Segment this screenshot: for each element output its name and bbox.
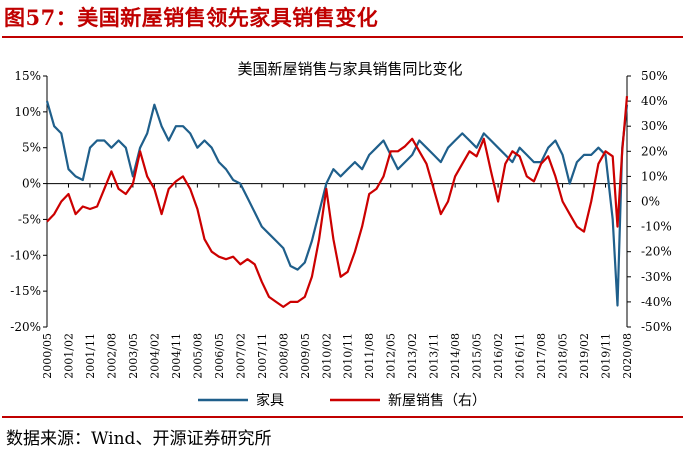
x-tick-label: 2004/02 xyxy=(148,333,161,379)
x-tick-label: 2009/05 xyxy=(299,333,312,379)
x-tick-label: 2014/08 xyxy=(449,333,462,379)
x-tick-label: 2001/02 xyxy=(62,333,75,379)
legend-label-new-home: 新屋销售（右） xyxy=(388,393,486,409)
legend-label-furniture: 家具 xyxy=(256,392,284,409)
left-tick-label: 15% xyxy=(14,69,41,83)
right-tick-label: 20% xyxy=(641,144,668,158)
x-tick-label: 2003/05 xyxy=(127,333,140,379)
right-tick-label: 0% xyxy=(641,195,660,209)
axes xyxy=(46,76,628,327)
x-tick-label: 2017/08 xyxy=(535,333,548,379)
right-tick-label: -50% xyxy=(641,320,672,334)
x-tick-label: 2019/11 xyxy=(600,333,613,379)
x-tick-label: 2004/11 xyxy=(170,333,183,379)
left-tick-label: -5% xyxy=(18,212,41,226)
x-tick-label: 2013/02 xyxy=(406,333,419,379)
x-tick-label: 2010/02 xyxy=(320,333,333,379)
x-tick-label: 2011/08 xyxy=(363,333,376,379)
series-line-new-home xyxy=(46,96,629,308)
x-tick-label: 2010/11 xyxy=(342,333,355,379)
right-tick-label: 40% xyxy=(641,94,668,108)
right-tick-label: -40% xyxy=(641,295,672,309)
x-tick-label: 2001/11 xyxy=(84,333,97,379)
source-divider xyxy=(2,416,683,418)
right-tick-label: -30% xyxy=(641,270,672,284)
x-tick-label: 2016/11 xyxy=(514,333,527,379)
title-divider xyxy=(2,36,683,38)
chart-area: 美国新屋销售与家具销售同比变化 15% 10% 5% 0% -5% -10% -15% -20… xyxy=(10,60,672,409)
x-tick-label: 2016/02 xyxy=(492,333,505,379)
left-tick-label: 10% xyxy=(14,105,41,119)
x-tick-label: 2007/11 xyxy=(256,333,269,379)
left-tick-label: 0% xyxy=(22,177,41,191)
right-axis-ticks: 50% 40% 30% 20% 10% 0% -10% -20% -30% -40% -50% xyxy=(627,69,672,334)
figure-title: 图57：美国新屋销售领先家具销售变化 xyxy=(4,5,379,30)
source-note: 数据来源：Wind、开源证券研究所 xyxy=(6,429,272,449)
x-axis-ticks: 2000/05 2001/02 2001/11 2002/08 2003/05 2004/… xyxy=(41,183,634,379)
left-tick-label: -15% xyxy=(10,284,41,298)
left-tick-label: -20% xyxy=(10,320,41,334)
chart-title: 美国新屋销售与家具销售同比变化 xyxy=(237,60,462,78)
series-line-furniture xyxy=(45,100,629,307)
right-tick-label: 30% xyxy=(641,119,668,133)
x-tick-label: 2008/08 xyxy=(277,333,290,379)
x-tick-label: 2018/05 xyxy=(557,333,570,379)
x-tick-label: 2005/08 xyxy=(191,333,204,379)
right-tick-label: 10% xyxy=(641,169,668,183)
x-tick-label: 2020/08 xyxy=(621,333,634,379)
right-tick-label: 50% xyxy=(641,69,668,83)
right-tick-label: -20% xyxy=(641,245,672,259)
x-tick-label: 2015/05 xyxy=(471,333,484,379)
x-tick-label: 2002/08 xyxy=(105,333,118,379)
left-axis-ticks: 15% 10% 5% 0% -5% -10% -15% -20% xyxy=(10,69,47,334)
series-group xyxy=(45,96,629,308)
x-tick-label: 2007/02 xyxy=(234,333,247,379)
left-tick-label: 5% xyxy=(22,141,41,155)
x-tick-label: 2012/05 xyxy=(385,333,398,379)
left-tick-label: -10% xyxy=(10,248,41,262)
right-tick-label: -10% xyxy=(641,220,672,234)
legend: 家具 新屋销售（右） xyxy=(198,392,486,409)
x-tick-label: 2013/11 xyxy=(428,333,441,379)
x-tick-label: 2006/05 xyxy=(213,333,226,379)
x-tick-label: 2019/02 xyxy=(578,333,591,379)
x-tick-label: 2000/05 xyxy=(41,333,54,379)
